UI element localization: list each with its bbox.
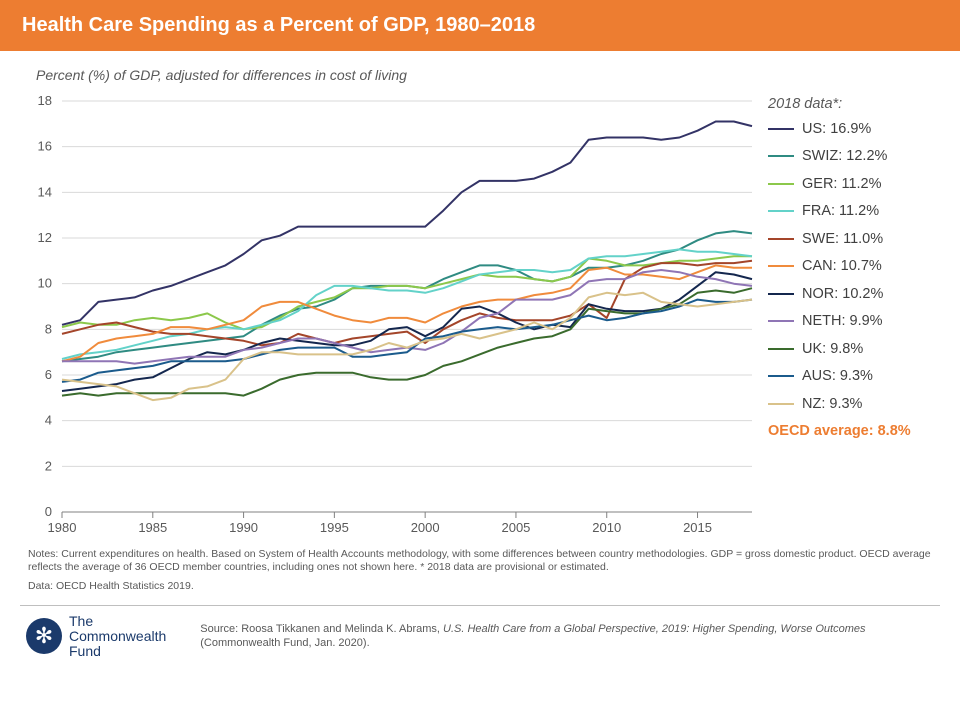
svg-text:1985: 1985 xyxy=(138,520,167,535)
footer: ✻ The Commonwealth Fund Source: Roosa Ti… xyxy=(20,605,940,658)
oecd-average: OECD average: 8.8% xyxy=(768,424,911,439)
snowflake-icon: ✻ xyxy=(26,618,62,654)
svg-text:16: 16 xyxy=(38,139,52,154)
svg-text:2000: 2000 xyxy=(411,520,440,535)
legend-items: US: 16.9% SWIZ: 12.2% GER: 11.2% FRA: 11.2%… xyxy=(768,122,911,412)
legend-swatch xyxy=(768,293,794,295)
svg-text:1995: 1995 xyxy=(320,520,349,535)
legend-row: US: 16.9% xyxy=(768,122,911,137)
svg-text:8: 8 xyxy=(45,321,52,336)
svg-text:0: 0 xyxy=(45,504,52,519)
svg-text:1980: 1980 xyxy=(48,520,77,535)
legend-row: CAN: 10.7% xyxy=(768,259,911,274)
chart-header: Health Care Spending as a Percent of GDP… xyxy=(0,0,960,51)
svg-text:10: 10 xyxy=(38,276,52,291)
legend-swatch xyxy=(768,183,794,185)
legend: 2018 data*: US: 16.9% SWIZ: 12.2% GER: 11.… xyxy=(758,87,911,542)
publisher-logo: ✻ The Commonwealth Fund xyxy=(26,614,166,658)
legend-swatch xyxy=(768,403,794,405)
legend-label: AUS: 9.3% xyxy=(802,369,873,384)
svg-text:2015: 2015 xyxy=(683,520,712,535)
svg-text:18: 18 xyxy=(38,93,52,108)
logo-text: The Commonwealth Fund xyxy=(69,614,166,658)
legend-label: GER: 11.2% xyxy=(802,177,882,192)
legend-row: FRA: 11.2% xyxy=(768,204,911,219)
line-chart: 0 2 4 6 8 10 12 14 16 18 1980 1985 1990 1995 2000 2005 2… xyxy=(18,87,758,542)
legend-label: NOR: 10.2% xyxy=(802,287,883,302)
legend-label: CAN: 10.7% xyxy=(802,259,882,274)
legend-label: NZ: 9.3% xyxy=(802,397,862,412)
svg-text:2: 2 xyxy=(45,458,52,473)
legend-swatch xyxy=(768,210,794,212)
legend-row: UK: 9.8% xyxy=(768,342,911,357)
legend-label: UK: 9.8% xyxy=(802,342,863,357)
legend-row: AUS: 9.3% xyxy=(768,369,911,384)
legend-label: SWE: 11.0% xyxy=(802,232,883,247)
legend-swatch xyxy=(768,348,794,350)
legend-row: GER: 11.2% xyxy=(768,177,911,192)
legend-swatch xyxy=(768,155,794,157)
legend-title: 2018 data*: xyxy=(768,97,911,112)
legend-label: SWIZ: 12.2% xyxy=(802,149,887,164)
legend-label: NETH: 9.9% xyxy=(802,314,883,329)
svg-text:1990: 1990 xyxy=(229,520,258,535)
legend-swatch xyxy=(768,320,794,322)
chart-subtitle: Percent (%) of GDP, adjusted for differe… xyxy=(0,51,960,87)
svg-text:6: 6 xyxy=(45,367,52,382)
legend-swatch xyxy=(768,265,794,267)
legend-swatch xyxy=(768,128,794,130)
chart-title: Health Care Spending as a Percent of GDP… xyxy=(22,14,535,36)
svg-text:2005: 2005 xyxy=(501,520,530,535)
legend-swatch xyxy=(768,238,794,240)
notes-line-1: Notes: Current expenditures on health. B… xyxy=(28,548,932,574)
svg-text:2010: 2010 xyxy=(592,520,621,535)
svg-text:4: 4 xyxy=(45,413,52,428)
legend-row: NOR: 10.2% xyxy=(768,287,911,302)
notes-line-2: Data: OECD Health Statistics 2019. xyxy=(28,580,932,593)
chart-area: 0 2 4 6 8 10 12 14 16 18 1980 1985 1990 1995 2000 2005 2… xyxy=(0,87,960,542)
legend-row: SWE: 11.0% xyxy=(768,232,911,247)
legend-label: FRA: 11.2% xyxy=(802,204,879,219)
chart-svg: 0 2 4 6 8 10 12 14 16 18 1980 1985 1990 1995 2000 2005 2… xyxy=(18,87,758,542)
source-citation: Source: Roosa Tikkanen and Melinda K. Ab… xyxy=(200,622,940,652)
legend-swatch xyxy=(768,375,794,377)
chart-notes: Notes: Current expenditures on health. B… xyxy=(0,542,960,597)
legend-row: NZ: 9.3% xyxy=(768,397,911,412)
svg-text:12: 12 xyxy=(38,230,52,245)
legend-row: SWIZ: 12.2% xyxy=(768,149,911,164)
svg-text:14: 14 xyxy=(38,184,52,199)
legend-label: US: 16.9% xyxy=(802,122,871,137)
legend-row: NETH: 9.9% xyxy=(768,314,911,329)
